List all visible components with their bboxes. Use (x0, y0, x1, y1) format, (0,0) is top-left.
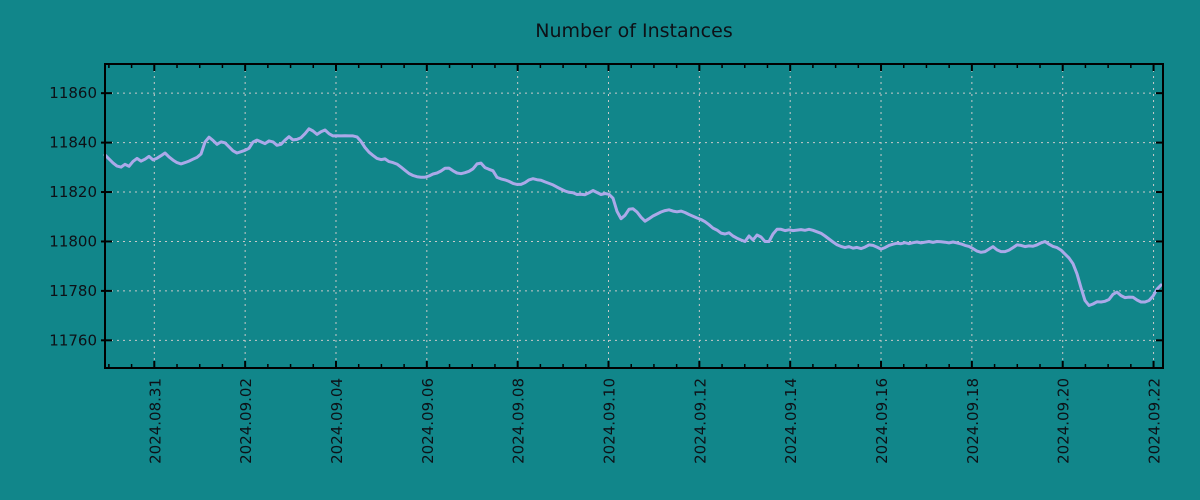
y-tick-label: 11840 (49, 134, 97, 152)
x-tick-label: 2024.09.12 (691, 378, 709, 464)
y-tick-label: 11780 (49, 282, 97, 300)
grid-layer (105, 64, 1163, 368)
x-tick-label: 2024.09.22 (1146, 378, 1164, 464)
y-tick-label: 11860 (49, 84, 97, 102)
plot-border (104, 63, 1164, 369)
x-tick-label: 2024.09.06 (419, 378, 437, 464)
y-tick-label: 11800 (49, 232, 97, 250)
axis-labels: 11760 11780 11800 11820 11840 11860 2024.08.31… (49, 84, 1163, 464)
x-tick-label: 2024.09.14 (782, 378, 800, 464)
chart-title: Number of Instances (535, 20, 732, 42)
x-tick-label: 2024.09.02 (237, 378, 255, 464)
x-tick-label: 2024.09.08 (510, 378, 528, 464)
x-tick-label: 2024.09.20 (1055, 378, 1073, 464)
series-line-instances (103, 127, 1163, 307)
x-tick-label: 2024.09.04 (328, 378, 346, 464)
x-tick-label: 2024.08.31 (146, 378, 164, 464)
x-tick-label: 2024.09.10 (601, 378, 619, 464)
y-tick-label: 11760 (49, 331, 97, 349)
x-tick-label: 2024.09.16 (873, 378, 891, 464)
x-tick-label: 2024.09.18 (964, 378, 982, 464)
y-tick-label: 11820 (49, 183, 97, 201)
